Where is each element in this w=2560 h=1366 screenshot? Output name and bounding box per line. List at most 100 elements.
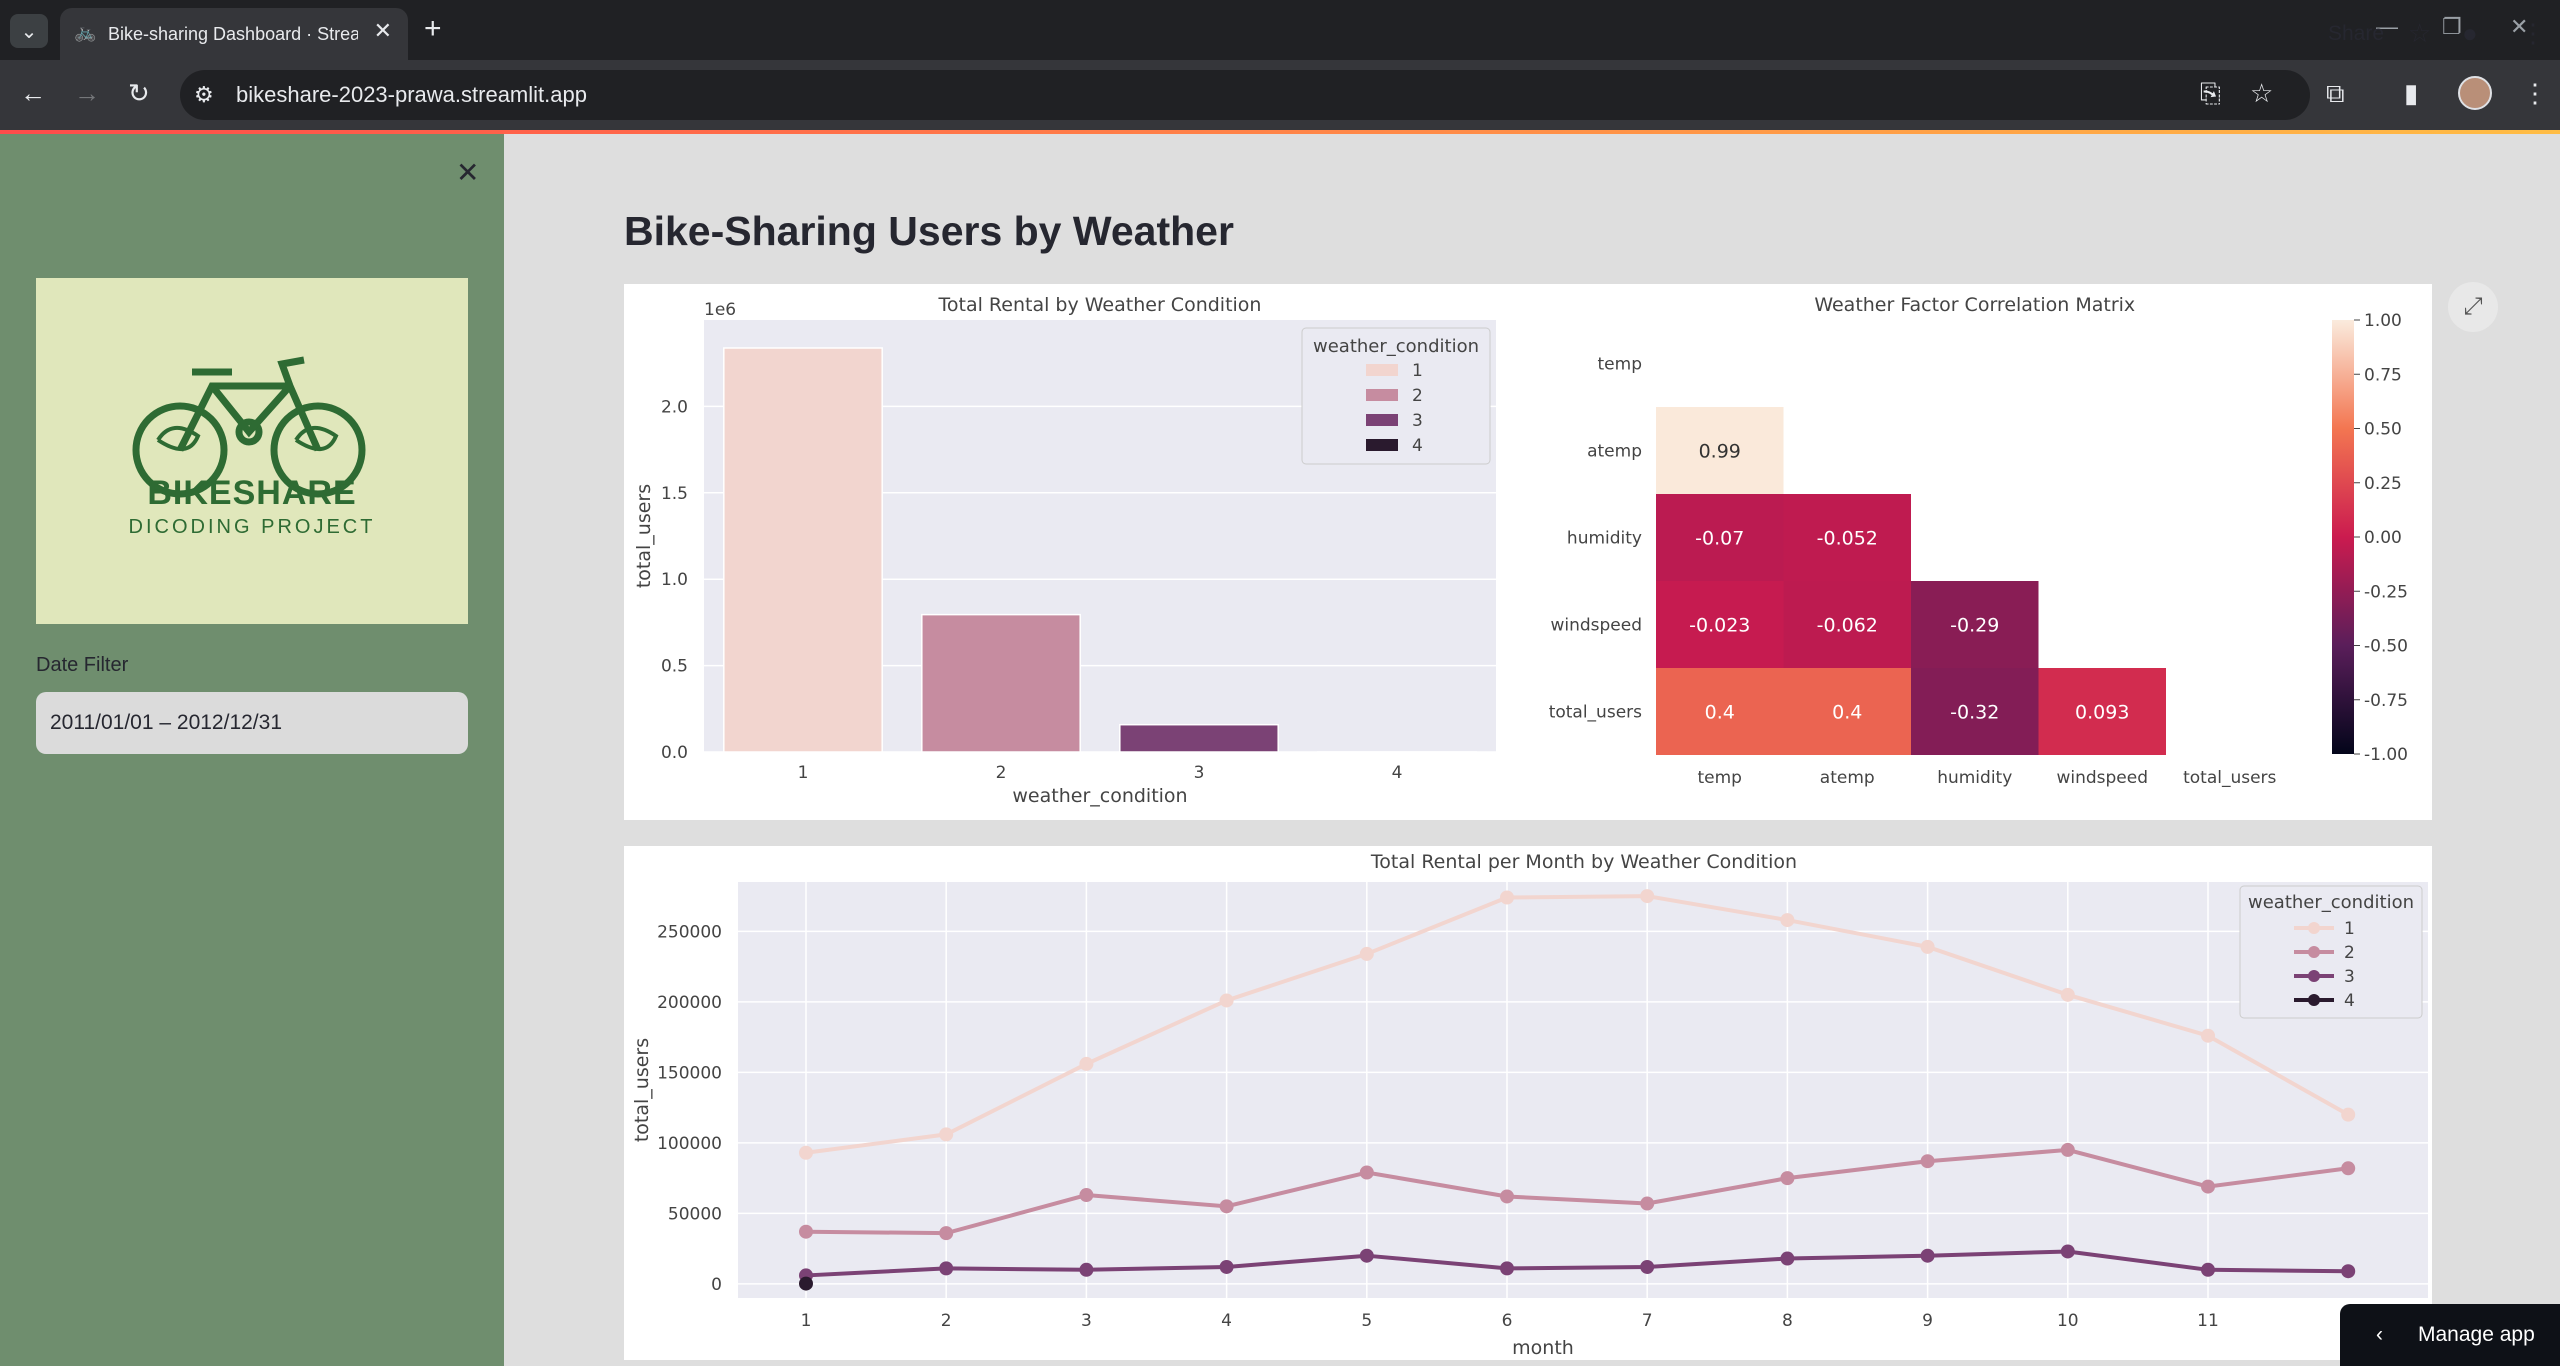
manage-app-button[interactable]: ‹ Manage app [2340, 1304, 2560, 1366]
line-point-series-1 [2201, 1028, 2215, 1043]
heatmap-cell [1911, 581, 2039, 668]
heatmap-cell [1656, 407, 1784, 494]
line-x-tick-label: 2 [941, 1311, 952, 1331]
date-filter-input[interactable]: 2011/01/01 – 2012/12/31 [36, 692, 468, 754]
heatmap-cell [2038, 668, 2166, 755]
line-y-tick-label: 0 [711, 1275, 722, 1295]
reload-icon[interactable]: ↻ [128, 78, 150, 108]
github-icon[interactable]: ● [2462, 18, 2478, 48]
bikeshare-logo: BIKESHARE DICODING PROJECT [36, 278, 468, 624]
heatmap-col-label: total_users [2183, 768, 2276, 788]
side-panel-icon[interactable]: ▮ [2404, 78, 2419, 108]
line-legend-title: weather_condition [2248, 892, 2414, 913]
colorbar-tick-label: 0.25 [2364, 474, 2402, 494]
line-point-series-1 [1640, 889, 1655, 904]
browser-toolbar: ← → ↻ ⚙ bikeshare-2023-prawa.streamlit.a… [0, 60, 2560, 130]
heatmap-cell-value: 0.093 [2075, 702, 2129, 724]
heatmap-row-label: total_users [1549, 703, 1642, 723]
sidebar-close-icon[interactable]: ✕ [456, 157, 480, 188]
forward-icon[interactable]: → [74, 78, 100, 108]
bar-legend-swatch [1366, 414, 1398, 426]
bicycle-icon [132, 356, 366, 498]
bar-legend-label: 2 [1412, 386, 1423, 406]
window-close-icon[interactable]: ✕ [2510, 14, 2529, 39]
line-point-series-2 [1219, 1199, 1234, 1214]
heatmap-cell [1656, 668, 1784, 755]
date-filter-label: Date Filter [36, 654, 129, 676]
line-legend-marker [2308, 994, 2320, 1006]
line-point-series-3 [2341, 1264, 2356, 1279]
browser-tab[interactable]: 🚲 Bike-sharing Dashboard · Streamlit ✕ [60, 8, 408, 60]
back-icon[interactable]: ← [20, 78, 46, 108]
address-bar[interactable]: ⚙ bikeshare-2023-prawa.streamlit.app [180, 70, 2310, 120]
bar-x-tick-label: 3 [1194, 763, 1205, 783]
line-point-series-2 [939, 1226, 954, 1241]
monthly-line-svg: Total Rental per Month by Weather Condit… [631, 851, 2428, 1359]
bar-x-tick-label: 4 [1392, 763, 1403, 783]
profile-avatar[interactable] [2458, 76, 2492, 110]
line-x-tick-label: 11 [2197, 1311, 2219, 1331]
heatmap-cell-value: -0.062 [1817, 615, 1878, 637]
line-point-series-3 [1219, 1259, 1234, 1274]
line-point-series-2 [2060, 1142, 2075, 1157]
new-tab-icon[interactable]: + [424, 12, 442, 45]
heatmap-cell [1783, 581, 1911, 668]
bar-legend-label: 3 [1412, 411, 1423, 431]
bar-chart-title: Total Rental by Weather Condition [938, 294, 1262, 316]
heatmap-cell-value: -0.32 [1950, 702, 1999, 724]
favorite-star-icon[interactable]: ☆ [2408, 18, 2432, 48]
bar-weather-1 [723, 347, 883, 753]
heatmap-colorbar [2332, 320, 2354, 754]
heatmap-cell-value: 0.99 [1699, 441, 1741, 463]
line-point-series-2 [1780, 1171, 1795, 1186]
browser-menu-icon[interactable]: ⋮ [2522, 78, 2548, 108]
fullscreen-expand-icon[interactable]: ⤢ [2448, 282, 2498, 332]
figure-weather-charts: Total Rental by Weather Condition 1e6 0.0 0… [624, 284, 2432, 820]
line-point-series-1 [799, 1145, 813, 1160]
line-series-1 [805, 894, 2350, 1155]
line-y-tick-label: 100000 [657, 1134, 722, 1154]
browser-tab-strip: ⌄ 🚲 Bike-sharing Dashboard · Streamlit ✕… [0, 0, 2560, 60]
line-point-series-1 [1920, 939, 1935, 954]
site-info-icon[interactable]: ⚙ [194, 82, 214, 107]
heatmap-title: Weather Factor Correlation Matrix [1814, 294, 2135, 316]
line-legend-label: 2 [2344, 943, 2355, 963]
tab-close-icon[interactable]: ✕ [373, 18, 392, 43]
manage-app-label: Manage app [2418, 1323, 2535, 1346]
bar-legend-swatch [1366, 439, 1398, 451]
line-point-series-2 [1359, 1165, 1374, 1180]
bookmark-star-icon[interactable]: ☆ [2250, 78, 2274, 108]
line-y-tick-label: 250000 [657, 922, 722, 942]
extensions-icon[interactable]: ⧉ [2326, 78, 2345, 108]
colorbar-tick-label: 0.00 [2364, 528, 2402, 548]
bar-y-tick-label: 0.5 [661, 657, 688, 677]
line-point-series-2 [2341, 1161, 2356, 1176]
line-point-series-3 [1640, 1259, 1655, 1274]
line-legend-label: 1 [2344, 919, 2355, 939]
line-x-tick-label: 4 [1221, 1311, 1232, 1331]
line-point-series-3 [2201, 1262, 2215, 1277]
heatmap-col-label: humidity [1937, 768, 2012, 788]
share-button[interactable]: Share [2328, 22, 2385, 45]
line-series-2 [805, 1147, 2349, 1236]
line-point-series-3 [1780, 1251, 1795, 1266]
bike-favicon-icon: 🚲 [74, 22, 97, 42]
restore-icon[interactable]: ❐ [2442, 14, 2462, 39]
heatmap-cell-value: -0.052 [1817, 528, 1878, 550]
page-title: Bike-Sharing Users by Weather [624, 208, 1234, 254]
weather-charts-svg: Total Rental by Weather Condition1e60.00… [633, 294, 2408, 807]
bar-legend-label: 4 [1412, 436, 1423, 456]
line-legend-marker [2308, 946, 2320, 958]
tab-search-chevron-icon[interactable]: ⌄ [10, 14, 48, 48]
line-point-series-2 [1079, 1188, 1094, 1203]
line-point-series-1 [2060, 987, 2075, 1002]
bar-x-tick-label: 1 [798, 763, 809, 783]
install-app-icon[interactable]: ⎘ [2200, 78, 2221, 108]
app-menu-icon[interactable]: ⋮ [2520, 18, 2546, 48]
colorbar-tick-label: -0.50 [2364, 637, 2408, 657]
minimize-icon[interactable]: — [2376, 14, 2398, 39]
heatmap-col-label: temp [1698, 768, 1742, 788]
line-series-3 [805, 1249, 2349, 1278]
heatmap-cell [1783, 494, 1911, 581]
chevron-left-icon: ‹ [2376, 1323, 2383, 1346]
